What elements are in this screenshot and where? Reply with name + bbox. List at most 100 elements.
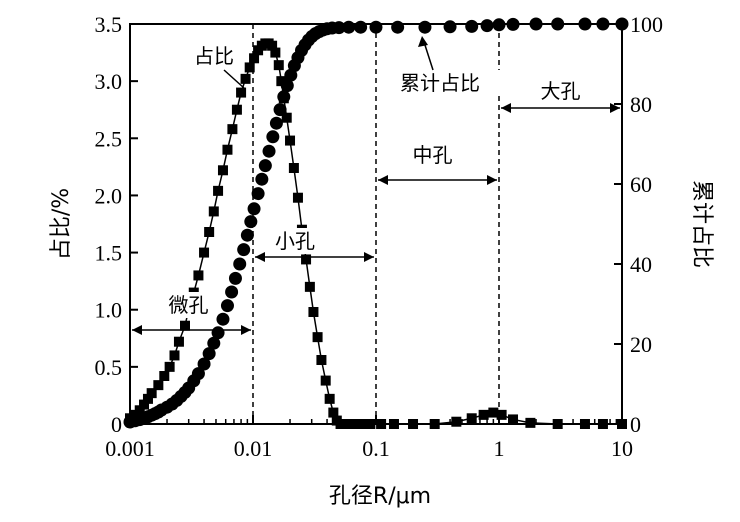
circle-point [354, 20, 368, 34]
y-right-axis-title: 累计占比 [689, 180, 714, 268]
square-point [204, 227, 215, 237]
circle-point [216, 312, 230, 326]
circle-point [269, 116, 283, 130]
macro-pore-label: 大孔 [541, 79, 581, 103]
square-point [324, 393, 335, 404]
label-background [165, 292, 212, 318]
square-point [231, 104, 242, 115]
square-point [270, 47, 281, 58]
circle-point [247, 202, 261, 216]
y-right-tick-label: 80 [630, 92, 652, 117]
square-point [285, 135, 296, 146]
square-point [288, 163, 299, 173]
micro-pore-label: 微孔 [169, 293, 209, 317]
percentage-series-label: 占比 [194, 44, 234, 68]
y-left-tick-label: 2.0 [95, 183, 123, 208]
circle-point [202, 347, 216, 361]
y-right-tick-label: 20 [630, 332, 652, 357]
square-point [222, 144, 233, 155]
circle-point [251, 187, 265, 201]
square-point [173, 336, 184, 347]
y-left-tick-label: 2.5 [95, 126, 123, 151]
y-right-tick-label: 40 [630, 252, 652, 277]
label-background [379, 70, 501, 96]
square-point [488, 407, 499, 418]
square-point [496, 409, 507, 420]
y-left-tick-label: 3.0 [95, 69, 123, 94]
arrow-head [132, 325, 142, 335]
square-point [142, 393, 153, 404]
series-cumulative-markers [123, 17, 629, 429]
arrow-head [378, 175, 388, 185]
square-point [213, 185, 224, 196]
square-point [139, 399, 150, 410]
y-left-tick-label: 0.5 [95, 355, 123, 380]
label-background [189, 43, 239, 69]
cumulative-series-label: 累计占比 [400, 71, 480, 95]
circle-point [418, 20, 432, 34]
x-tick-label: 10 [611, 436, 633, 461]
circle-point [280, 79, 294, 93]
square-point [180, 320, 191, 331]
y-left-axis-ticks: 0 0.5 1.0 1.5 2.0 2.5 3.0 3.5 [95, 12, 138, 437]
circle-point [332, 21, 346, 35]
circle-point [207, 336, 221, 350]
circle-point [596, 17, 610, 31]
square-point [249, 53, 260, 64]
y-right-axis-ticks: 0 20 40 60 80 100 [614, 12, 663, 437]
square-point [466, 413, 477, 424]
small-pore-label: 小孔 [275, 229, 315, 253]
x-tick-label: 0.001 [105, 436, 155, 461]
arrow-head [241, 325, 251, 335]
circle-point [237, 243, 251, 257]
x-tick-label: 1 [494, 436, 505, 461]
square-point [316, 355, 327, 365]
square-point [508, 414, 519, 425]
square-point [193, 270, 204, 281]
circle-point [228, 271, 242, 285]
square-point [267, 40, 278, 51]
cumulative-pointer-head [418, 36, 428, 47]
circle-point [220, 299, 234, 313]
circle-point [551, 17, 565, 31]
square-point [153, 380, 164, 391]
percentage-pointer [223, 69, 245, 89]
y-left-tick-label: 1.0 [95, 298, 123, 323]
circle-point [465, 19, 479, 33]
square-point [348, 419, 359, 429]
circle-point [240, 228, 254, 242]
x-axis-title: 孔径R/μm [329, 484, 431, 509]
arrow-head [610, 103, 620, 113]
circle-point [391, 20, 405, 34]
circle-point [211, 326, 225, 340]
y-left-tick-label: 0 [111, 412, 122, 437]
square-point [355, 419, 366, 429]
circle-point [369, 20, 383, 34]
label-background [537, 78, 584, 104]
square-point [208, 206, 219, 217]
cumulative-pointer [423, 41, 434, 71]
circle-point [191, 367, 205, 381]
y-left-axis-title: 占比/% [49, 188, 74, 260]
circle-point [233, 257, 247, 271]
y-right-tick-label: 60 [630, 172, 652, 197]
arrow-head [364, 252, 374, 262]
square-point [159, 371, 170, 381]
square-point [240, 73, 251, 84]
x-axis-ticks: 0.001 0.01 0.1 1 10 [105, 415, 633, 461]
circle-point [262, 144, 276, 158]
square-point [304, 281, 315, 292]
square-point [478, 409, 489, 420]
square-point [164, 361, 175, 372]
arrow-head [501, 103, 511, 113]
arrow-head [487, 175, 497, 185]
y-right-tick-label: 0 [630, 412, 641, 437]
arrow-head [255, 252, 265, 262]
square-point [525, 417, 536, 428]
square-point [146, 388, 157, 399]
square-point [451, 416, 462, 427]
square-point [292, 192, 303, 203]
square-point [244, 62, 255, 73]
square-point [388, 419, 399, 429]
